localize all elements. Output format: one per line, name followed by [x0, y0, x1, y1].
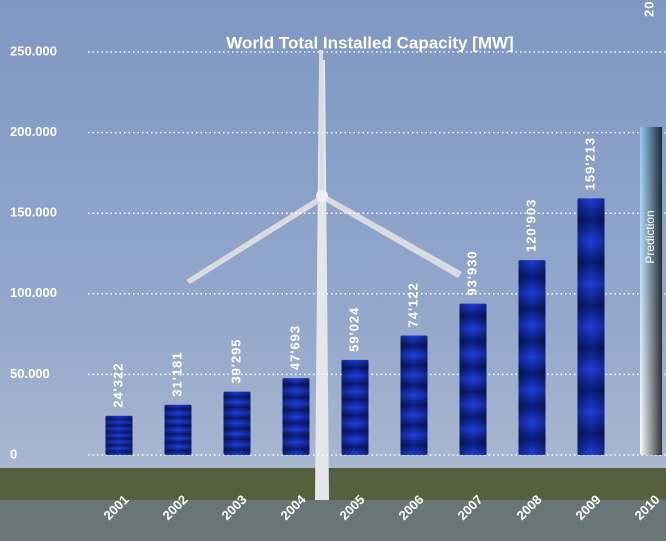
value-label: 24'322 [110, 363, 125, 408]
value-label: 39'295 [228, 338, 243, 383]
value-label: 47'693 [287, 325, 302, 370]
value-label: 74'122 [405, 282, 420, 327]
bar [341, 359, 369, 455]
value-label: 93'930 [464, 250, 479, 295]
bar [577, 198, 605, 456]
y-tick-label: 150.000 [10, 205, 57, 220]
prediction-label: Prediction [643, 210, 657, 263]
water [0, 500, 666, 541]
value-label: 159'213 [582, 137, 597, 190]
value-label: 120'903 [523, 199, 538, 252]
value-label: 203'500 [641, 0, 656, 17]
bar [400, 335, 428, 455]
value-label: 31'181 [169, 351, 184, 396]
bar [459, 303, 487, 455]
value-label: 59'024 [346, 307, 361, 352]
y-tick-label: 250.000 [10, 43, 57, 58]
bar [223, 391, 251, 455]
bar [640, 126, 662, 455]
bar [105, 415, 133, 455]
y-tick-label: 200.000 [10, 124, 57, 139]
bar [282, 378, 310, 455]
y-tick-label: 0 [10, 446, 17, 461]
y-tick-label: 50.000 [10, 366, 50, 381]
bar [518, 260, 546, 455]
wind-turbine [186, 50, 462, 500]
chart-title: World Total Installed Capacity [MW] [226, 33, 513, 52]
y-tick-label: 100.000 [10, 285, 57, 300]
bar [164, 404, 192, 455]
